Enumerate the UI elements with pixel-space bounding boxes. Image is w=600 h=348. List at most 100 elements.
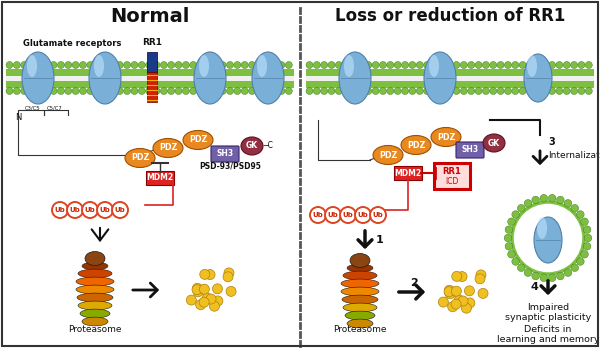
Circle shape — [335, 62, 343, 69]
Circle shape — [139, 87, 145, 95]
Circle shape — [101, 62, 109, 69]
Text: ─C: ─C — [263, 142, 273, 150]
Text: Glutamate receptors: Glutamate receptors — [23, 39, 121, 48]
Circle shape — [476, 270, 486, 280]
Text: Ub: Ub — [328, 212, 338, 218]
Ellipse shape — [373, 145, 403, 165]
Circle shape — [586, 87, 592, 95]
Ellipse shape — [27, 55, 37, 77]
Text: Ub: Ub — [55, 207, 65, 213]
Circle shape — [358, 62, 364, 69]
Circle shape — [219, 87, 226, 95]
Circle shape — [517, 205, 525, 212]
Ellipse shape — [252, 52, 284, 104]
Circle shape — [65, 62, 72, 69]
Bar — [6, 69, 294, 76]
Circle shape — [409, 87, 416, 95]
Ellipse shape — [431, 127, 461, 147]
Circle shape — [464, 286, 475, 296]
Circle shape — [532, 196, 539, 204]
Ellipse shape — [76, 285, 114, 294]
Circle shape — [453, 87, 460, 95]
Circle shape — [94, 62, 101, 69]
Circle shape — [209, 301, 220, 311]
Ellipse shape — [153, 139, 183, 158]
Text: Ub: Ub — [85, 207, 95, 213]
Ellipse shape — [339, 52, 371, 104]
Circle shape — [372, 62, 379, 69]
Circle shape — [340, 207, 356, 223]
Ellipse shape — [199, 55, 209, 77]
Circle shape — [310, 207, 326, 223]
Circle shape — [460, 87, 467, 95]
Circle shape — [124, 62, 131, 69]
Circle shape — [482, 62, 490, 69]
Circle shape — [445, 285, 454, 295]
Circle shape — [532, 272, 539, 280]
Bar — [6, 76, 294, 80]
Circle shape — [571, 87, 578, 95]
Ellipse shape — [537, 217, 547, 239]
Circle shape — [461, 303, 472, 313]
Circle shape — [168, 62, 175, 69]
Circle shape — [454, 295, 464, 305]
Text: 3: 3 — [548, 137, 555, 147]
Circle shape — [193, 283, 202, 293]
Circle shape — [328, 62, 335, 69]
Circle shape — [394, 62, 401, 69]
Circle shape — [468, 62, 475, 69]
Circle shape — [190, 87, 197, 95]
Circle shape — [313, 87, 320, 95]
Circle shape — [460, 62, 467, 69]
Circle shape — [197, 62, 204, 69]
Circle shape — [50, 87, 57, 95]
Text: PDZ: PDZ — [379, 150, 397, 159]
Circle shape — [416, 87, 423, 95]
Circle shape — [202, 293, 212, 303]
Text: Ub: Ub — [373, 212, 383, 218]
Circle shape — [94, 87, 101, 95]
Circle shape — [571, 264, 578, 271]
Circle shape — [256, 62, 263, 69]
Circle shape — [478, 288, 488, 298]
Ellipse shape — [78, 301, 112, 310]
Ellipse shape — [76, 277, 114, 286]
Text: PDZ: PDZ — [131, 153, 149, 163]
Circle shape — [271, 62, 278, 69]
Circle shape — [453, 62, 460, 69]
Circle shape — [205, 87, 211, 95]
Circle shape — [431, 62, 438, 69]
Text: PDZ: PDZ — [437, 133, 455, 142]
Circle shape — [504, 234, 512, 242]
Ellipse shape — [401, 135, 431, 155]
Circle shape — [571, 205, 578, 212]
Text: C5/C7: C5/C7 — [47, 105, 63, 111]
Ellipse shape — [183, 130, 213, 150]
Text: N: N — [15, 113, 21, 122]
Circle shape — [505, 226, 512, 234]
Text: PDZ: PDZ — [159, 143, 177, 152]
Circle shape — [52, 202, 68, 218]
Circle shape — [458, 296, 468, 306]
Circle shape — [451, 299, 461, 309]
Circle shape — [206, 294, 216, 304]
Text: GK: GK — [488, 139, 500, 148]
Circle shape — [512, 258, 520, 265]
Circle shape — [350, 87, 357, 95]
Text: learning and memory: learning and memory — [497, 335, 599, 345]
Circle shape — [439, 297, 448, 307]
Circle shape — [446, 62, 452, 69]
Circle shape — [541, 62, 548, 69]
Circle shape — [97, 202, 113, 218]
Ellipse shape — [347, 319, 373, 328]
Ellipse shape — [89, 52, 121, 104]
Circle shape — [124, 87, 131, 95]
Circle shape — [431, 87, 438, 95]
Circle shape — [28, 62, 35, 69]
Circle shape — [234, 87, 241, 95]
Circle shape — [358, 87, 364, 95]
Circle shape — [508, 251, 515, 258]
Text: 1: 1 — [376, 235, 384, 245]
Circle shape — [35, 87, 43, 95]
Circle shape — [248, 87, 256, 95]
